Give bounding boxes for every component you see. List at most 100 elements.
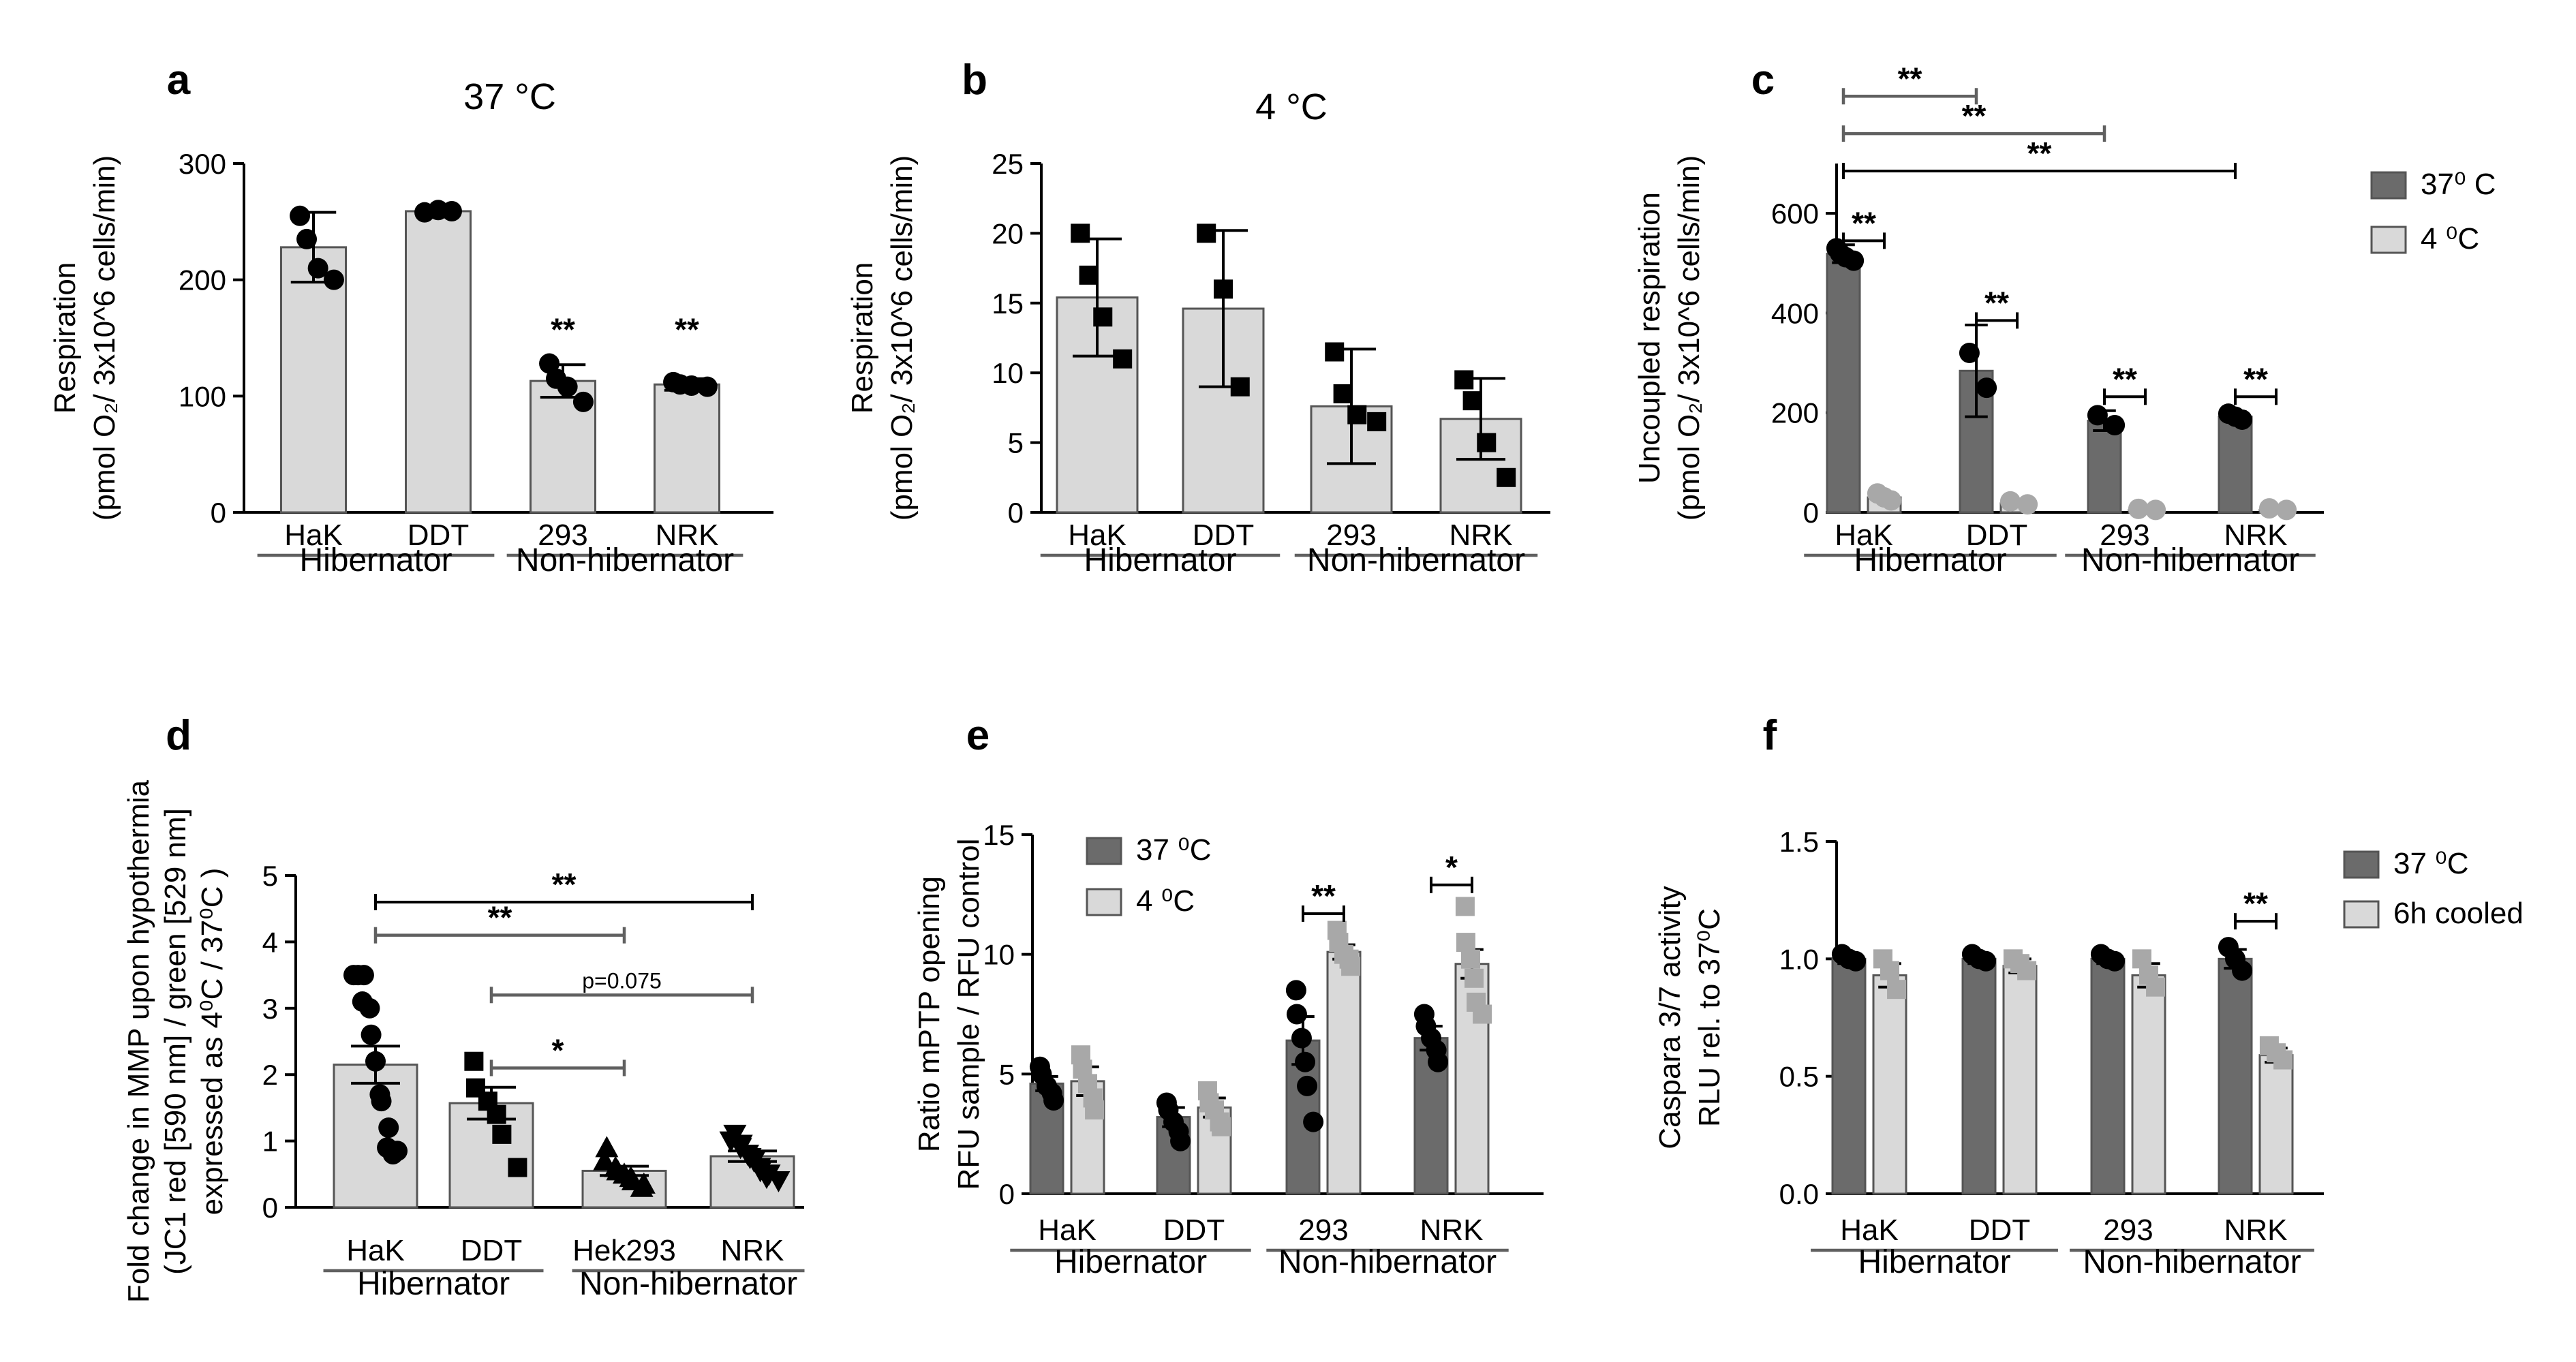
panel-label: c <box>1751 57 1775 104</box>
legend-swatch <box>2370 171 2407 200</box>
data-point <box>1462 391 1482 411</box>
data-point <box>1999 491 2021 512</box>
data-point <box>1473 1004 1492 1024</box>
data-point <box>307 258 328 279</box>
legend-label: 6h cooled <box>2393 897 2524 930</box>
panel-label: a <box>167 57 191 104</box>
data-point <box>1295 1051 1316 1072</box>
x-tick-label: DDT <box>461 1234 522 1267</box>
data-point <box>1286 1004 1307 1025</box>
data-point <box>1976 950 1997 972</box>
data-point <box>508 1158 527 1177</box>
data-point <box>1845 950 1867 972</box>
bar <box>1831 957 1867 1195</box>
y-axis-label: (pmol O₂/ 3x10^6 cells/min) <box>1672 155 1706 521</box>
panel-title: 4 °C <box>1255 87 1328 127</box>
bar <box>2002 965 2038 1195</box>
y-tick-label: 1 <box>262 1126 278 1158</box>
y-tick-label: 5 <box>262 860 278 892</box>
data-point <box>2232 960 2253 981</box>
y-tick-label: 1.0 <box>1779 943 1819 975</box>
panel-label: d <box>166 712 191 759</box>
significance-star: ** <box>675 311 699 347</box>
data-point <box>1880 961 1899 980</box>
data-point <box>492 1124 512 1144</box>
group-label: Hibernator <box>1054 1244 1207 1280</box>
y-tick-label: 200 <box>1771 397 1819 429</box>
y-tick-label: 400 <box>1771 297 1819 329</box>
y-tick-label: 4 <box>262 926 278 958</box>
legend-swatch <box>2343 900 2380 929</box>
data-point <box>1170 1130 1191 1151</box>
x-tick-label: DDT <box>1969 1213 2030 1247</box>
x-tick-label: HaK <box>1038 1213 1097 1247</box>
y-tick-label: 600 <box>1771 198 1819 230</box>
data-point <box>1976 377 1997 399</box>
legend-label: 37 ⁰C <box>1136 833 1212 867</box>
x-tick-label: NRK <box>2224 1213 2288 1247</box>
y-tick-label: 10 <box>983 939 1015 971</box>
y-tick-label: 0.0 <box>1779 1178 1819 1210</box>
data-point <box>1454 370 1474 390</box>
y-tick-label: 200 <box>179 264 226 296</box>
data-point <box>359 997 380 1019</box>
data-point <box>323 269 344 290</box>
y-tick-label: 0 <box>211 497 226 529</box>
data-point <box>1456 933 1475 953</box>
data-point <box>1291 1027 1312 1049</box>
panel-title: 37 °C <box>463 76 556 117</box>
legend-label: 37⁰ C <box>2421 168 2496 201</box>
y-tick-label: 10 <box>992 357 1024 389</box>
bar <box>1961 957 1997 1195</box>
legend-swatch <box>2343 850 2380 879</box>
x-tick-label: DDT <box>1966 519 2027 552</box>
data-point <box>557 376 578 397</box>
chart-panel-e: e Ratio mPTP opening RFU sample / RFU cont… <box>913 712 1544 1280</box>
data-point <box>1113 349 1133 369</box>
chart-panel-f: f Caspara 3/7 activity RLU rel. to 37⁰C 0.0… <box>1653 712 2524 1280</box>
bar <box>2258 1054 2294 1195</box>
bracket-label: * <box>1445 850 1458 885</box>
y-tick-label: 0 <box>999 1178 1015 1210</box>
y-tick-label: 20 <box>992 217 1024 249</box>
data-point <box>2258 498 2280 519</box>
y-tick-label: 300 <box>179 148 226 180</box>
y-axis-label: RFU sample / RFU control <box>952 839 985 1190</box>
data-point <box>1959 342 1980 363</box>
y-tick-label: 1.5 <box>1779 826 1819 858</box>
data-point <box>2017 961 2037 980</box>
bar <box>654 383 720 514</box>
legend-swatch <box>2370 226 2407 254</box>
data-point <box>1428 1051 1449 1072</box>
data-point <box>572 391 594 412</box>
legend-swatch <box>1086 888 1122 916</box>
data-point <box>2145 499 2166 521</box>
y-axis-label: RLU rel. to 37⁰C <box>1693 908 1726 1127</box>
x-tick-label: 293 <box>1298 1213 1348 1247</box>
data-point <box>2087 405 2108 426</box>
data-point <box>593 1149 617 1171</box>
chart-panel-a: a 37 °C Respiration (pmol O₂/ 3x10^6 cells/… <box>48 57 773 578</box>
y-tick-label: 0 <box>1008 497 1024 529</box>
bar <box>2090 957 2126 1195</box>
bracket-label: ** <box>1984 285 2009 320</box>
legend-label: 4 ⁰C <box>1136 884 1195 918</box>
data-point <box>1465 968 1484 988</box>
data-point <box>371 1091 392 1112</box>
data-point <box>1214 279 1233 299</box>
data-point <box>2273 1050 2293 1070</box>
data-point <box>1477 433 1497 452</box>
bracket-label: * <box>552 1032 564 1068</box>
y-tick-label: 100 <box>179 380 226 412</box>
data-point <box>696 376 718 397</box>
data-point <box>2232 409 2253 430</box>
y-axis-label: Uncoupled respiration <box>1633 192 1666 484</box>
panel-label: e <box>966 712 990 759</box>
bar <box>2218 416 2253 514</box>
bracket-label: ** <box>1852 205 1876 241</box>
x-tick-label: NRK <box>1450 519 1513 552</box>
x-tick-label: NRK <box>1420 1213 1484 1247</box>
y-tick-label: 2 <box>262 1059 278 1091</box>
x-tick-label: 293 <box>2103 1213 2153 1247</box>
bracket-label: ** <box>2243 886 2268 921</box>
